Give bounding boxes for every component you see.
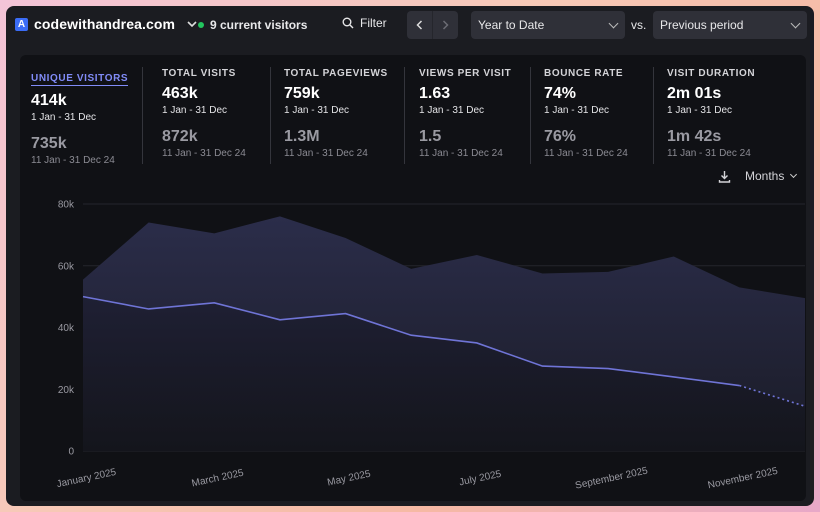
y-tick-label: 40k [58,323,75,334]
period-select-value: Year to Date [478,18,545,32]
current-period-line [82,295,740,387]
metric-previous-value: 76% [544,128,577,145]
live-dot-icon [198,22,204,28]
metric-value: 414k [31,92,67,109]
current-period-line-incomplete [739,384,806,407]
data-point[interactable] [146,307,150,311]
period-navigation [407,11,458,39]
metric-range: 1 Jan - 31 Dec [667,105,733,116]
chevron-right-icon [442,20,449,30]
period-select[interactable]: Year to Date [471,11,625,39]
visitors-graph-panel: UNIQUE VISITORS 414k 1 Jan - 31 Dec 735k… [20,55,806,501]
metric-previous-range: 11 Jan - 31 Dec 24 [284,148,368,159]
interval-label: Months [745,169,785,183]
metric-previous-value: 735k [31,135,67,152]
metric-label: TOTAL PAGEVIEWS [284,68,388,79]
chevron-down-icon [187,20,197,27]
data-point[interactable] [409,333,413,337]
site-name: codewithandrea.com [34,16,176,32]
metric-range: 1 Jan - 31 Dec [284,105,350,116]
metric-divider [404,67,405,164]
metric-divider [530,67,531,164]
metric-previous-value: 1.5 [419,128,442,145]
filter-label: Filter [360,16,387,30]
metric-label: VIEWS PER VISIT [419,68,512,79]
y-tick-label: 0 [68,447,74,458]
metric-bounce-rate[interactable]: BOUNCE RATE 74% 1 Jan - 31 Dec 76% 11 Ja… [544,68,628,159]
x-tick-label: September 2025 [574,465,649,491]
y-tick-label: 20k [58,385,75,396]
next-period-button[interactable] [432,11,457,39]
metric-total-visits[interactable]: TOTAL VISITS 463k 1 Jan - 31 Dec 872k 11… [162,68,246,159]
metric-previous-value: 1m 42s [667,128,722,145]
metric-value: 2m 01s [667,85,722,102]
metric-label: VISIT DURATION [667,68,756,79]
filter-button[interactable]: Filter [342,16,387,30]
y-tick-label: 80k [58,200,75,211]
metric-divider [270,67,271,164]
metric-previous-range: 11 Jan - 31 Dec 24 [162,148,246,159]
download-icon [718,171,731,183]
chevron-left-icon [416,20,423,30]
data-point[interactable] [737,383,741,387]
y-tick-label: 60k [58,261,75,272]
data-point[interactable] [278,318,282,322]
metric-previous-range: 11 Jan - 31 Dec 24 [544,148,628,159]
download-button[interactable] [718,170,731,188]
current-visitors-label: 9 current visitors [210,18,308,32]
data-point[interactable] [540,364,544,368]
metric-value: 463k [162,85,198,102]
interval-picker[interactable]: Months [745,169,798,183]
current-visitors[interactable]: 9 current visitors [198,18,307,32]
metric-label: BOUNCE RATE [544,68,624,79]
data-point[interactable] [212,301,216,305]
metric-previous-range: 11 Jan - 31 Dec 24 [31,155,115,166]
x-tick-label: January 2025 [56,467,118,490]
metric-previous-value: 872k [162,128,198,145]
data-point[interactable] [343,311,347,315]
comparison-select-value: Previous period [660,18,744,32]
current-period-area [83,296,805,451]
data-point[interactable] [81,294,85,298]
chevron-down-icon [608,18,619,28]
x-tick-label: July 2025 [458,469,503,489]
metric-views-per-visit[interactable]: VIEWS PER VISIT 1.63 1 Jan - 31 Dec 1.5 … [419,68,511,159]
metric-divider [142,67,143,164]
metric-total-pageviews[interactable]: TOTAL PAGEVIEWS 759k 1 Jan - 31 Dec 1.3M… [284,68,388,159]
metric-value: 74% [544,85,577,102]
metric-range: 1 Jan - 31 Dec [31,112,97,123]
comparison-select[interactable]: Previous period [653,11,807,39]
x-tick-label: March 2025 [191,468,245,490]
site-favicon-icon: A [15,17,28,31]
metric-label: TOTAL VISITS [162,68,236,79]
metric-previous-range: 11 Jan - 31 Dec 24 [419,148,503,159]
vs-label: vs. [631,18,647,32]
metric-divider [653,67,654,164]
x-tick-label: May 2025 [326,469,372,489]
metric-range: 1 Jan - 31 Dec [162,105,228,116]
metric-unique-visitors[interactable]: UNIQUE VISITORS 414k 1 Jan - 31 Dec 735k… [31,68,129,166]
search-icon [342,17,354,29]
metric-previous-value: 1.3M [284,128,320,145]
metric-visit-duration[interactable]: VISIT DURATION 2m 01s 1 Jan - 31 Dec 1m … [667,68,755,159]
metric-range: 1 Jan - 31 Dec [419,105,485,116]
data-point[interactable] [672,375,676,379]
metric-previous-range: 11 Jan - 31 Dec 24 [667,148,751,159]
data-point[interactable] [606,366,610,370]
x-tick-label: November 2025 [707,466,779,492]
visitors-chart: 80k 60k 40k 20k 0 January 2025 March 2025 May … [56,200,806,492]
metric-label: UNIQUE VISITORS [31,73,129,86]
previous-period-button[interactable] [407,11,432,39]
dashboard-window: A codewithandrea.com 9 current visitors … [6,6,814,506]
data-point[interactable] [475,341,479,345]
metric-range: 1 Jan - 31 Dec [544,105,610,116]
chevron-down-icon [790,18,801,28]
site-switcher[interactable]: A codewithandrea.com [15,16,197,32]
metric-value: 1.63 [419,85,451,102]
metric-value: 759k [284,85,320,102]
